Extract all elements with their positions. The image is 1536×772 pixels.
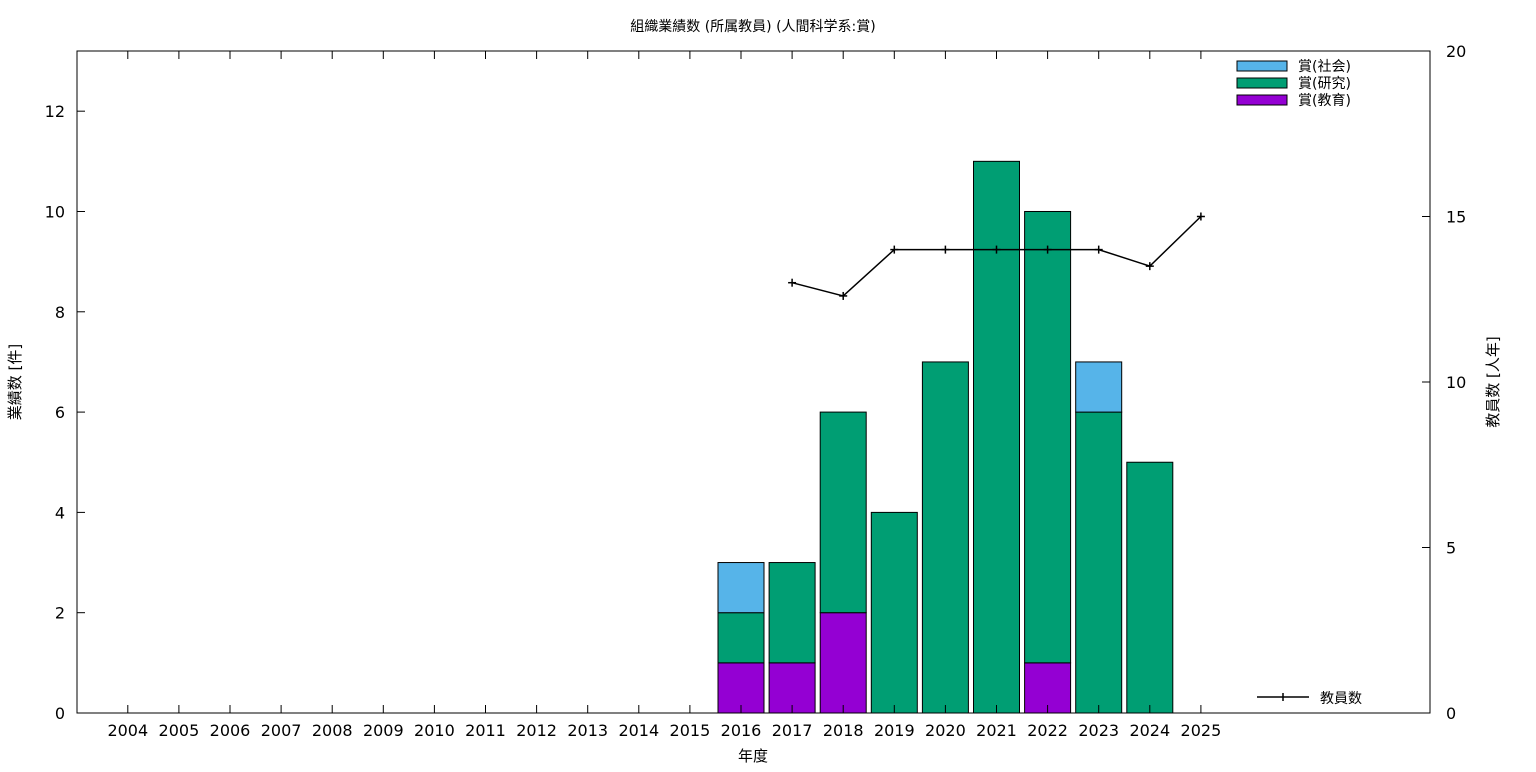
x-tick-label: 2016 (721, 721, 762, 740)
y-tick-label: 10 (45, 202, 65, 221)
bar-2022-series-1 (1024, 210, 1072, 664)
teacher-count-point-2018 (839, 291, 848, 300)
y2-tick-label: 10 (1446, 373, 1466, 392)
x-tick-label: 2018 (823, 721, 864, 740)
plot-area: 0 2 4 6 8 10 12 0 5 10 15 20 2004 2005 2006 2007 2008 200… (45, 42, 1467, 740)
bar-2023-series-1 (1075, 411, 1123, 714)
bar-2018-series-1 (819, 411, 867, 614)
y2-tick-label: 15 (1446, 208, 1466, 227)
x-tick-label: 2013 (567, 721, 608, 740)
legend-swatch-1 (1236, 77, 1288, 89)
bar-2023-series-2 (1075, 361, 1123, 413)
teacher-count-point-2023 (1094, 245, 1103, 254)
x-tick-label: 2008 (312, 721, 353, 740)
teacher-count-point-2019 (890, 245, 899, 254)
y-tick-label: 4 (55, 503, 65, 522)
bar-2017-series-1 (768, 562, 816, 664)
x-tick-label: 2022 (1027, 721, 1068, 740)
x-tick-label: 2006 (210, 721, 251, 740)
legend-swatch-2 (1236, 60, 1288, 72)
x-tick-label: 2021 (976, 721, 1017, 740)
bar-2017-series-0 (768, 662, 816, 714)
legend-swatch-0 (1236, 94, 1288, 106)
bar-2022-series-0 (1024, 662, 1072, 714)
x-tick-label: 2011 (465, 721, 506, 740)
legend-label-0: 賞(教育) (1298, 93, 1351, 109)
bar-2019-series-1 (870, 511, 918, 714)
teacher-count-point-2025 (1196, 212, 1205, 221)
x-tick-label: 2017 (772, 721, 813, 740)
x-tick-label: 2025 (1181, 721, 1222, 740)
y-tick-label: 0 (55, 704, 65, 723)
x-tick-label: 2005 (159, 721, 200, 740)
x-tick-label: 2020 (925, 721, 966, 740)
bar-2016-series-2 (717, 562, 765, 614)
bar-2016-series-0 (717, 662, 765, 714)
x-tick-label: 2012 (516, 721, 557, 740)
legend: 賞(社会)賞(研究)賞(教育) 教員数 (1236, 59, 1362, 707)
teacher-count-point-2024 (1145, 262, 1154, 271)
y2-tick-label: 0 (1446, 704, 1456, 723)
y-tick-label: 6 (55, 403, 65, 422)
x-tick-label: 2004 (107, 721, 148, 740)
bar-2016-series-1 (717, 612, 765, 664)
y2-tick-label: 20 (1446, 42, 1466, 61)
x-tick-label: 2010 (414, 721, 455, 740)
legend-label-1: 賞(研究) (1298, 76, 1351, 92)
teacher-count-point-2020 (941, 245, 950, 254)
legend-label-2: 賞(社会) (1298, 59, 1351, 75)
x-tick-label: 2009 (363, 721, 404, 740)
x-tick-label: 2014 (618, 721, 659, 740)
x-tick-label: 2023 (1078, 721, 1119, 740)
bar-2024-series-1 (1126, 461, 1174, 714)
bar-2018-series-0 (819, 612, 867, 714)
chart-title: 組織業績数 (所属教員) (人間科学系:賞) (630, 19, 875, 35)
y2-tick-label: 5 (1446, 539, 1456, 558)
x-tick-label: 2015 (670, 721, 711, 740)
y-tick-label: 12 (45, 102, 65, 121)
bar-2020-series-1 (921, 361, 969, 714)
teacher-count-point-2017 (788, 278, 797, 287)
teacher-count-point-2021 (992, 245, 1001, 254)
y-tick-label: 2 (55, 604, 65, 623)
bar-2021-series-1 (973, 160, 1020, 714)
teacher-count-point-2022 (1043, 245, 1052, 254)
y2-axis-title: 教員数 [人年] (1484, 336, 1502, 427)
x-axis-title: 年度 (738, 747, 768, 765)
legend-line-label: 教員数 (1320, 691, 1362, 707)
x-tick-label: 2007 (261, 721, 302, 740)
x-tick-label: 2024 (1129, 721, 1170, 740)
y-axis-title: 業績数 [件] (6, 344, 24, 420)
x-tick-label: 2019 (874, 721, 915, 740)
y-tick-label: 8 (55, 303, 65, 322)
